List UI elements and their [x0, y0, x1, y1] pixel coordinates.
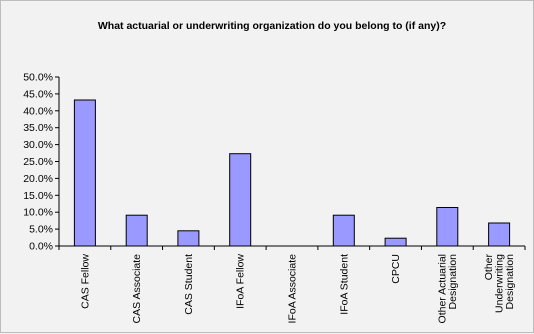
- x-tick-label: CAS Fellow: [79, 254, 91, 309]
- axes: [58, 77, 526, 250]
- y-tick-label: 40.0%: [23, 105, 53, 117]
- y-tick-label: 10.0%: [23, 207, 53, 219]
- chart-title: What actuarial or underwriting organizat…: [98, 20, 446, 32]
- y-tick-label: 25.0%: [23, 156, 53, 168]
- bar: [384, 237, 407, 247]
- x-tick-label: Designation: [447, 254, 459, 310]
- y-tick-label: 30.0%: [23, 139, 53, 151]
- bar: [488, 222, 511, 247]
- bar: [125, 214, 148, 247]
- x-tick-label: CAS Associate: [131, 254, 143, 324]
- x-tick-label: IFoA Associate: [287, 254, 299, 324]
- x-tick-label: Designation: [504, 254, 516, 310]
- x-tick-label: IFoA Student: [338, 254, 350, 315]
- x-tick-label: Underwriting: [494, 254, 506, 313]
- x-tick-label: Other: [483, 254, 495, 281]
- y-tick-label: 15.0%: [23, 190, 53, 202]
- x-tick-label: CAS Student: [183, 254, 195, 315]
- bar: [332, 214, 355, 247]
- x-tick-label: Other Actuarial: [437, 254, 449, 323]
- y-tick-label: 20.0%: [23, 173, 53, 185]
- y-tick-label: 50.0%: [23, 72, 53, 84]
- x-axis-labels: CAS Fellow CAS Associate CAS Student IFoA F…: [79, 254, 516, 324]
- bar: [73, 99, 96, 247]
- x-tick-label: CPCU: [390, 254, 402, 284]
- y-axis-ticks: 0.0% 5.0% 10.0% 15.0% 20.0% 25.0% 30.0% 35.0% 40…: [23, 72, 59, 253]
- bar: [436, 207, 459, 247]
- x-tick-label: IFoA Fellow: [235, 254, 247, 309]
- y-tick-label: 45.0%: [23, 88, 53, 100]
- bar: [229, 153, 252, 247]
- bars-group: [73, 99, 511, 247]
- bar: [177, 230, 200, 247]
- y-tick-label: 35.0%: [23, 122, 53, 134]
- y-tick-label: 5.0%: [29, 224, 53, 236]
- y-tick-label: 0.0%: [29, 241, 53, 253]
